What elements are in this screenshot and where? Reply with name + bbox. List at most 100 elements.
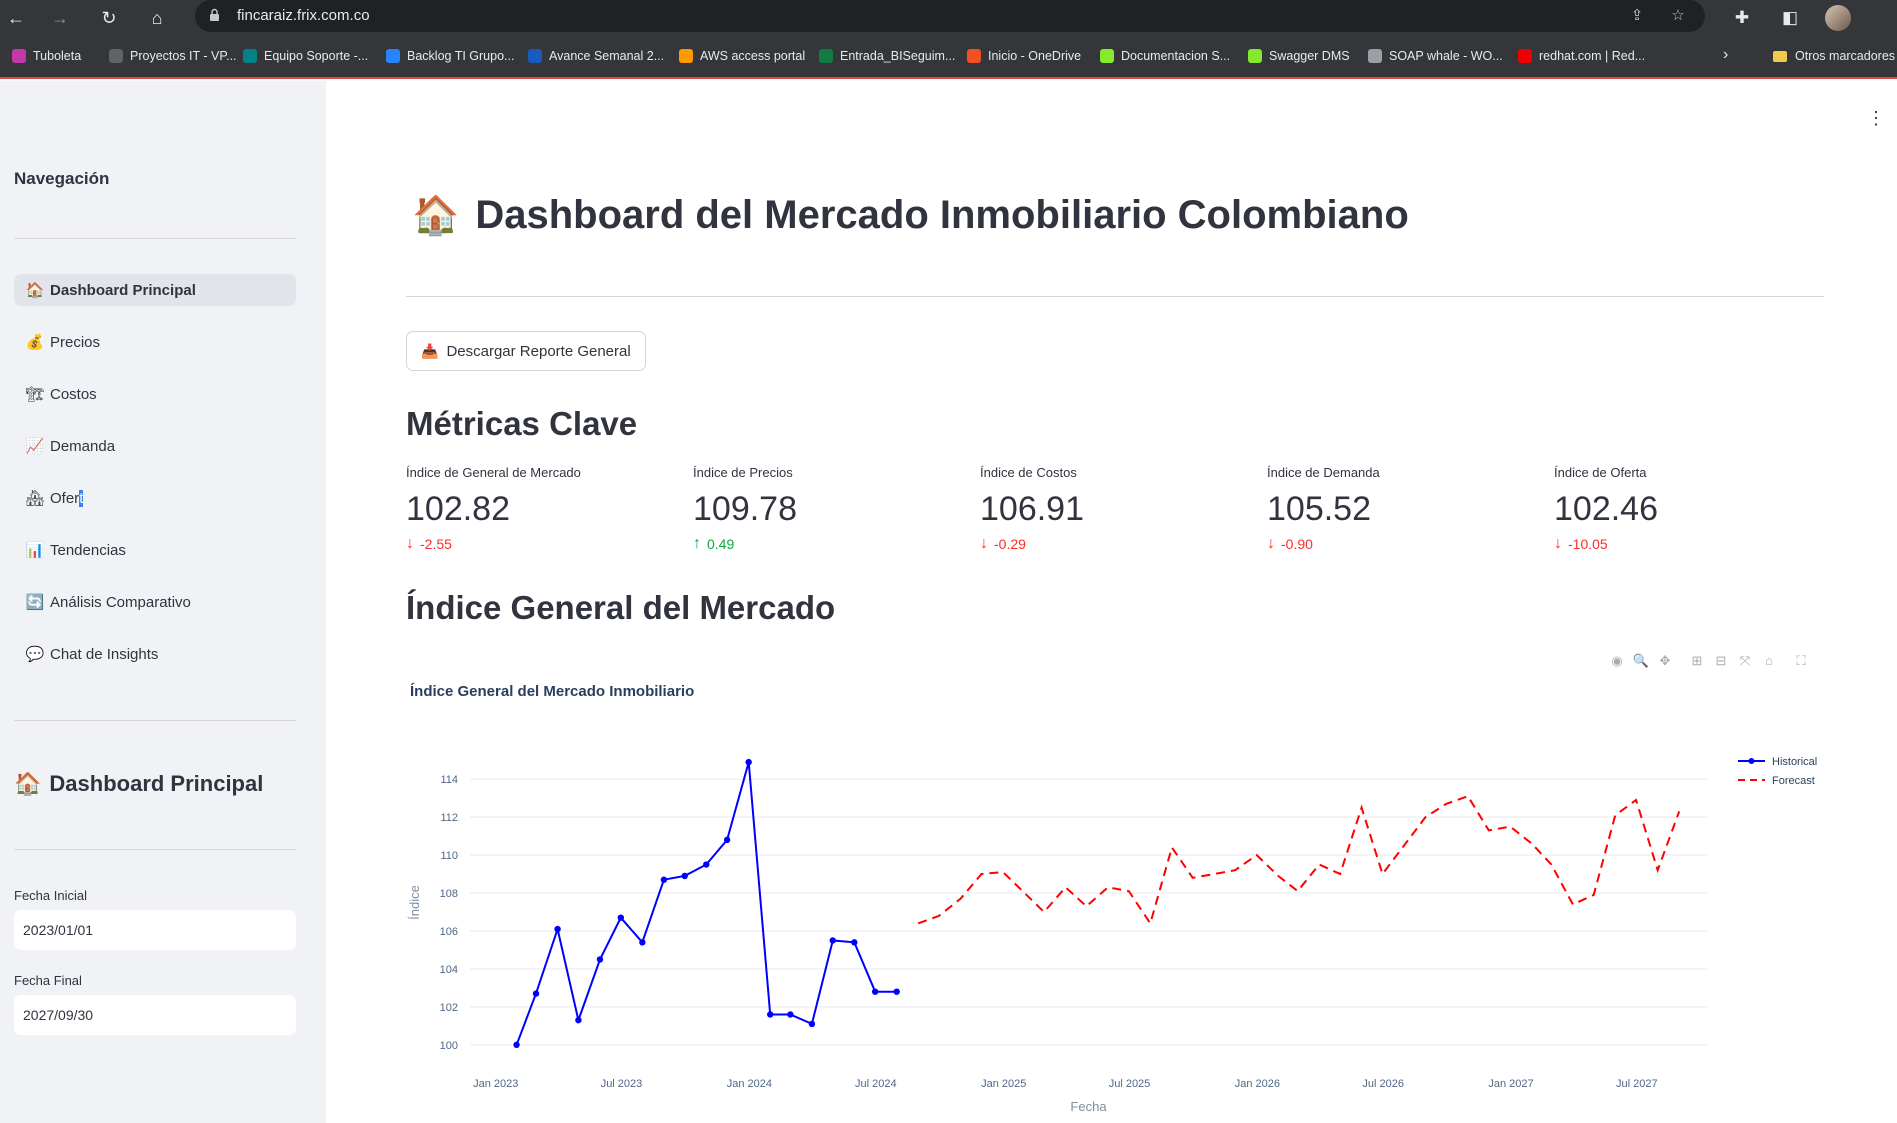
- data-point: [554, 925, 561, 933]
- address-bar[interactable]: fincaraiz.frix.com.co ⇪ ☆: [195, 0, 1705, 32]
- start-date-input[interactable]: 2023/01/01: [14, 910, 296, 950]
- y-tick-label: 100: [440, 1040, 458, 1052]
- x-tick-label: Jul 2023: [601, 1078, 643, 1090]
- download-icon: 📥: [421, 342, 439, 359]
- legend-label: Forecast: [1772, 775, 1815, 787]
- house-icon: 🏠: [412, 194, 460, 237]
- page-title-text: Dashboard del Mercado Inmobiliario Colom…: [475, 193, 1409, 237]
- bookmark-item[interactable]: redhat.com | Red...: [1518, 49, 1645, 63]
- metric-value: 106.91: [980, 490, 1084, 528]
- text-selection: t: [79, 489, 84, 507]
- sidebar-heading: Navegación: [14, 169, 110, 188]
- bookmark-label: AWS access portal: [700, 49, 806, 63]
- bookmark-favicon-icon: [386, 49, 400, 63]
- side-panel-icon[interactable]: ◧: [1781, 8, 1799, 27]
- zoom-out-icon[interactable]: ⊟: [1715, 653, 1727, 668]
- data-point: [532, 990, 540, 997]
- data-point: [596, 956, 604, 963]
- sidebar-divider: [14, 849, 296, 850]
- bookmark-item[interactable]: AWS access portal: [679, 49, 805, 63]
- arrow-down-icon: ↓: [1554, 535, 1562, 552]
- zoom-icon[interactable]: 🔍: [1632, 653, 1650, 668]
- chart-title: Índice General del Mercado Inmobiliario: [410, 683, 694, 700]
- metric-value: 105.52: [1267, 490, 1371, 528]
- sidebar-item-costos[interactable]: 🏗 Costos: [14, 378, 296, 410]
- data-point: [639, 939, 646, 946]
- metric-value: 102.46: [1554, 490, 1658, 528]
- metric-delta-value: -0.90: [1281, 536, 1313, 552]
- bookmark-item[interactable]: Swagger DMS: [1248, 49, 1350, 63]
- chevron-right-icon[interactable]: ›: [1723, 46, 1729, 63]
- bookmark-label: redhat.com | Red...: [1539, 49, 1646, 63]
- zoom-in-icon[interactable]: ⊞: [1691, 653, 1703, 668]
- x-tick-label: Jan 2027: [1488, 1078, 1533, 1090]
- series-line-historical: [515, 761, 897, 1046]
- bar-chart-icon: 📊: [25, 542, 45, 559]
- back-icon[interactable]: ←: [7, 8, 25, 28]
- metric-delta: ↓ -2.55: [406, 535, 676, 553]
- bookmark-label: Proyectos IT - VP...: [130, 49, 237, 63]
- bookmark-label: SOAP whale - WO...: [1389, 49, 1503, 63]
- home-icon[interactable]: ⌂: [151, 8, 163, 28]
- construction-icon: 🏗: [25, 386, 45, 403]
- end-date-input[interactable]: 2027/09/30: [14, 995, 296, 1035]
- data-point: [660, 876, 668, 883]
- forward-icon[interactable]: →: [51, 8, 69, 28]
- sidebar-item-label: Precios: [50, 333, 101, 351]
- page-title: 🏠 Dashboard del Mercado Inmobiliario Col…: [412, 193, 1409, 238]
- reset-axes-icon[interactable]: ⌂: [1765, 653, 1773, 668]
- data-point: [787, 1011, 794, 1018]
- autoscale-icon[interactable]: ⤧: [1739, 653, 1751, 668]
- more-menu-icon[interactable]: ⋮: [1867, 108, 1885, 128]
- sidebar-item-chat-de-insights[interactable]: 💬 Chat de Insights: [14, 638, 296, 670]
- sidebar-item-an-lisis-comparativo[interactable]: 🔄 Análisis Comparativo: [14, 586, 296, 618]
- metric-delta-value: -10.05: [1568, 536, 1608, 552]
- bookmark-item[interactable]: Equipo Soporte -...: [243, 49, 368, 63]
- pan-icon[interactable]: ✥: [1659, 653, 1671, 668]
- fullscreen-icon[interactable]: ⛶: [1796, 653, 1806, 668]
- star-icon[interactable]: ☆: [1671, 7, 1685, 24]
- bookmark-item[interactable]: Entrada_BISeguim...: [819, 49, 955, 63]
- sidebar-item-demanda[interactable]: 📈 Demanda: [14, 430, 296, 462]
- bookmark-item[interactable]: Documentacion S...: [1100, 49, 1230, 63]
- browser-toolbar: ← → ↻ ⌂ fincaraiz.frix.com.co ⇪ ☆ ✚ ◧: [0, 0, 1897, 36]
- metric-delta-value: -0.29: [994, 536, 1026, 552]
- metric-delta-value: -2.55: [420, 536, 452, 552]
- data-point: [767, 1011, 774, 1018]
- extensions-icon[interactable]: ✚: [1734, 8, 1750, 27]
- bookmark-item[interactable]: Backlog TI Grupo...: [386, 49, 514, 63]
- metric-value: 109.78: [693, 490, 797, 528]
- sidebar-item-tendencias[interactable]: 📊 Tendencias: [14, 534, 296, 566]
- sidebar-item-oferta[interactable]: 🏘 Ofert: [14, 482, 296, 514]
- y-tick-label: 112: [440, 812, 458, 824]
- camera-icon[interactable]: ◉: [1611, 653, 1623, 668]
- x-tick-label: Jul 2025: [1109, 1078, 1151, 1090]
- bookmark-favicon-icon: [528, 49, 542, 63]
- chart-section-title: Índice General del Mercado: [406, 589, 836, 626]
- bookmark-favicon-icon: [12, 49, 26, 63]
- x-tick-label: Jul 2026: [1362, 1078, 1404, 1090]
- metric-delta-value: 0.49: [707, 536, 735, 552]
- bookmark-item[interactable]: Avance Semanal 2...: [528, 49, 664, 63]
- x-tick-label: Jan 2026: [1235, 1078, 1280, 1090]
- bookmark-item[interactable]: Inicio - OneDrive: [967, 49, 1081, 63]
- download-report-button[interactable]: 📥 Descargar Reporte General: [406, 331, 646, 371]
- other-bookmarks-folder[interactable]: Otros marcadores: [1773, 49, 1895, 63]
- sidebar-item-dashboard-principal[interactable]: 🏠 Dashboard Principal: [14, 274, 296, 306]
- share-icon[interactable]: ⇪: [1630, 7, 1644, 24]
- sidebar-item-label: Análisis Comparativo: [50, 593, 191, 611]
- y-tick-label: 104: [440, 964, 458, 976]
- data-point: [575, 1016, 582, 1024]
- bookmark-item[interactable]: Tuboleta: [12, 49, 81, 63]
- bookmark-item[interactable]: Proyectos IT - VP...: [109, 49, 237, 63]
- data-point: [681, 872, 688, 880]
- reload-icon[interactable]: ↻: [101, 8, 117, 28]
- series-line-forecast: [917, 794, 1681, 926]
- profile-avatar[interactable]: [1825, 5, 1851, 31]
- chart-up-icon: 📈: [25, 438, 45, 455]
- bookmark-item[interactable]: SOAP whale - WO...: [1368, 49, 1503, 63]
- lock-icon: [210, 8, 219, 21]
- bookmark-favicon-icon: [1368, 49, 1382, 63]
- metric-label: Índice de Oferta: [1554, 465, 1647, 480]
- sidebar-item-precios[interactable]: 💰 Precios: [14, 326, 296, 358]
